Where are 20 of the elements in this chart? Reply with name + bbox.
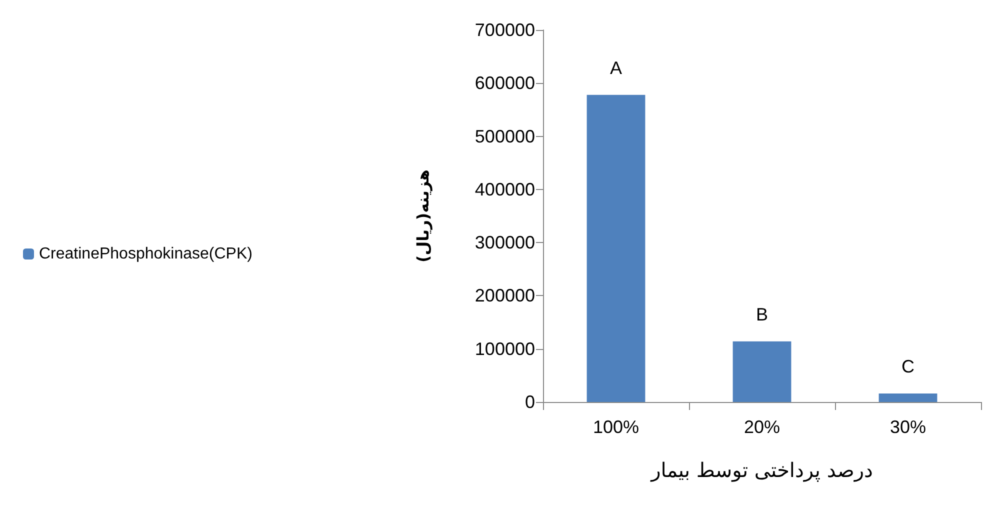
x-axis-title: درصد پرداختی توسط بیمار: [650, 458, 873, 482]
y-tick-label: 0: [524, 392, 535, 412]
legend-label: CreatinePhosphokinase(CPK): [39, 246, 252, 262]
y-tick-label: 400000: [474, 179, 535, 200]
y-tick-label: 200000: [474, 286, 535, 306]
x-tick-label: 30%: [890, 417, 926, 437]
x-tick-label: 20%: [744, 417, 780, 437]
y-tick-label: 100000: [474, 338, 535, 359]
x-tick-label: 100%: [592, 417, 640, 437]
y-tick-label: 600000: [474, 73, 535, 94]
y-tick-label: 300000: [474, 232, 535, 253]
annotation: A: [610, 58, 622, 78]
y-tick-label: 500000: [474, 126, 535, 146]
bar: [732, 341, 792, 402]
bar: [586, 94, 646, 402]
annotation: C: [902, 356, 914, 376]
annotation: B: [756, 304, 768, 324]
bar: [878, 393, 938, 402]
y-tick-label: 700000: [474, 20, 535, 40]
y-axis-title: هزینه(ریال): [414, 169, 432, 263]
